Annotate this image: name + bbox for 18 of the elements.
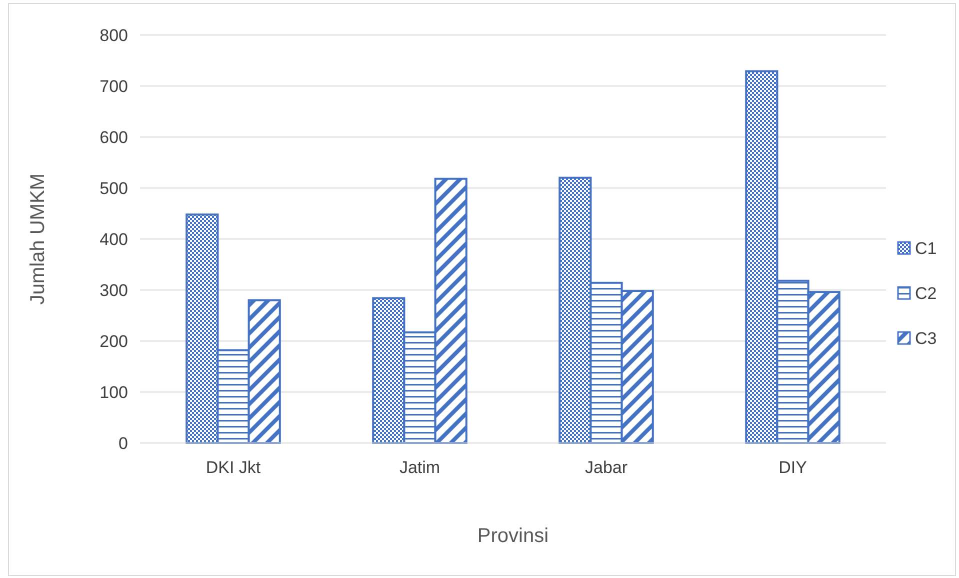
- legend-label: C1: [915, 238, 937, 258]
- x-axis-title: Provinsi: [477, 525, 549, 547]
- y-tick-label: 100: [100, 382, 128, 402]
- x-tick-label: Jabar: [584, 458, 628, 477]
- x-tick-label: Jatim: [399, 458, 440, 477]
- y-tick-label: 600: [100, 128, 128, 147]
- y-tick-label: 400: [100, 230, 128, 249]
- y-axis-title: Jumlah UMKM: [27, 173, 49, 305]
- y-tick-label: 700: [100, 76, 128, 96]
- x-tick-label: DIY: [778, 458, 807, 477]
- x-tick-label: DKI Jkt: [206, 458, 261, 477]
- y-tick-label: 200: [100, 332, 128, 351]
- y-tick-label: 0: [118, 434, 128, 453]
- legend-label: C2: [915, 284, 937, 303]
- legend-label: C3: [915, 328, 937, 348]
- y-tick-label: 300: [100, 280, 128, 300]
- y-tick-label: 800: [100, 26, 128, 45]
- y-tick-label: 500: [100, 178, 128, 198]
